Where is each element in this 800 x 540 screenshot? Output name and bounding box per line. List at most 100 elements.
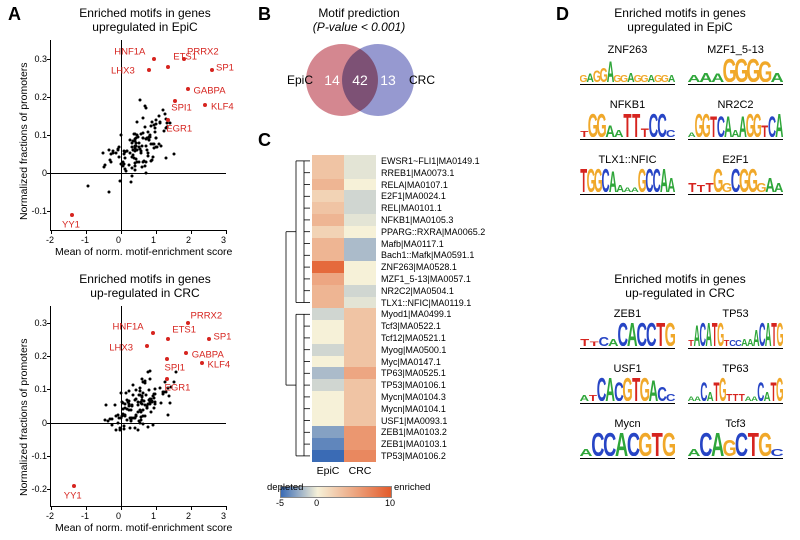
hl-label-SP1: SP1 bbox=[216, 63, 234, 74]
svg-text:T: T bbox=[739, 393, 745, 401]
seq-logo-name: NFKB1 bbox=[580, 99, 675, 111]
panel-a-title-bottom: Enriched motifs in genesup-regulated in … bbox=[55, 272, 235, 301]
hm-row-label: ZNF263|MA0528.1 bbox=[381, 262, 457, 272]
hl-point-GABPA bbox=[184, 351, 188, 355]
hl-point-LHX3 bbox=[147, 68, 151, 72]
svg-text:C: C bbox=[666, 128, 675, 137]
seq-logo-Mycn: MycnACCACGTG bbox=[580, 418, 675, 459]
xaxis-label: Mean of norm. motif-enrichment score bbox=[55, 522, 232, 534]
seq-logo-name: NR2C2 bbox=[688, 99, 783, 111]
panel-b-subtitle: (P-value < 0.001) bbox=[284, 20, 434, 34]
hm-row-label: TP53|MA0106.2 bbox=[381, 451, 446, 461]
svg-text:T: T bbox=[623, 113, 631, 137]
svg-text:C: C bbox=[770, 448, 783, 456]
hl-label-YY1: YY1 bbox=[64, 491, 82, 502]
svg-text:A: A bbox=[580, 394, 589, 401]
hl-label-PRRX2: PRRX2 bbox=[191, 310, 223, 321]
hl-label-EGR1: EGR1 bbox=[166, 123, 192, 134]
xtick: 1 bbox=[151, 511, 156, 521]
svg-text:T: T bbox=[590, 341, 599, 346]
svg-text:G: G bbox=[776, 322, 783, 346]
hm-row-label: E2F1|MA0024.1 bbox=[381, 191, 446, 201]
seq-logo-USF1: USF1ATCACGTGACC bbox=[580, 363, 675, 404]
hl-point-PRRX2 bbox=[186, 321, 190, 325]
colorbar-tick: 10 bbox=[385, 498, 395, 508]
svg-text:G: G bbox=[665, 322, 675, 346]
hm-row-label: TP63|MA0525.1 bbox=[381, 368, 446, 378]
venn-overlap-count: 42 bbox=[352, 72, 368, 88]
svg-text:A: A bbox=[668, 74, 675, 82]
hm-row-label: PPARG::RXRA|MA0065.2 bbox=[381, 227, 485, 237]
hl-point-ETS1 bbox=[166, 65, 170, 69]
svg-text:T: T bbox=[580, 337, 589, 346]
colorbar-label-left: depleted bbox=[267, 482, 303, 493]
hm-row-label: Tcf3|MA0522.1 bbox=[381, 321, 441, 331]
svg-text:C: C bbox=[666, 392, 675, 401]
seq-logo-MZF1_5-13: MZF1_5-13AAAGGGGA bbox=[688, 44, 783, 85]
panel-b-title: Motif prediction bbox=[284, 6, 434, 20]
hl-label-GABPA: GABPA bbox=[194, 86, 226, 97]
seq-logo-name: TP63 bbox=[688, 363, 783, 375]
hm-col-label: CRC bbox=[349, 465, 372, 477]
seq-logo-E2F1: E2F1TTTGGCGGGAA bbox=[688, 154, 783, 195]
hl-label-EGR1: EGR1 bbox=[165, 383, 191, 394]
hl-point-EGR1 bbox=[165, 377, 169, 381]
seq-logo-name: TP53 bbox=[688, 308, 783, 320]
yaxis-label: Normalized fractions of promoters bbox=[18, 338, 30, 496]
hm-cell bbox=[344, 450, 376, 463]
hm-row-label: NR2C2|MA0504.1 bbox=[381, 286, 454, 296]
hl-label-KLF4: KLF4 bbox=[211, 101, 234, 112]
hl-label-HNF1A: HNF1A bbox=[113, 321, 144, 332]
svg-text:C: C bbox=[646, 322, 657, 346]
yaxis-label: Normalized fractions of promoters bbox=[18, 62, 30, 220]
svg-text:A: A bbox=[770, 71, 783, 82]
hm-row-label: Myog|MA0500.1 bbox=[381, 345, 446, 355]
hl-point-PRRX2 bbox=[182, 57, 186, 61]
hm-row-label: Tcf12|MA0521.1 bbox=[381, 333, 446, 343]
panel-a-scatter-1: -2-10123-0.2-0.100.10.20.3HNF1ALHX3ETS1P… bbox=[50, 306, 226, 507]
hl-point-KLF4 bbox=[203, 103, 207, 107]
venn-epic-label: EpiC bbox=[287, 73, 313, 87]
hl-label-KLF4: KLF4 bbox=[208, 359, 231, 370]
svg-text:C: C bbox=[735, 432, 748, 456]
panel-d-label: D bbox=[556, 4, 569, 25]
svg-text:G: G bbox=[717, 322, 724, 346]
hm-row-label: Bach1::Mafk|MA0591.1 bbox=[381, 250, 474, 260]
hm-row-label: REL|MA0101.1 bbox=[381, 203, 442, 213]
hm-row-label: Mycn|MA0104.3 bbox=[381, 392, 446, 402]
hl-label-ETS1: ETS1 bbox=[172, 325, 196, 336]
hl-label-PRRX2: PRRX2 bbox=[187, 47, 219, 58]
panel-a-title-top: Enriched motifs in genesupregulated in E… bbox=[55, 6, 235, 35]
seq-logo-TLX1::NFIC: TLX1::NFICTGGCAAAAGCCAA bbox=[580, 154, 675, 195]
panel-b-label: B bbox=[258, 4, 271, 25]
seq-logo-name: TLX1::NFIC bbox=[580, 154, 675, 166]
hl-label-YY1: YY1 bbox=[62, 219, 80, 230]
hl-point-YY1 bbox=[72, 484, 76, 488]
zero-line-h bbox=[51, 173, 226, 174]
hl-point-HNF1A bbox=[151, 331, 155, 335]
hl-point-EGR1 bbox=[166, 118, 170, 122]
svg-text:G: G bbox=[662, 432, 675, 456]
hm-col-label: EpiC bbox=[317, 465, 340, 477]
hl-label-HNF1A: HNF1A bbox=[114, 47, 145, 58]
dendrogram bbox=[280, 155, 310, 462]
hl-point-GABPA bbox=[186, 87, 190, 91]
panel-a-label: A bbox=[8, 4, 21, 25]
svg-text:T: T bbox=[697, 183, 706, 192]
hl-point-SP1 bbox=[210, 68, 214, 72]
panel-d-title-top: Enriched motifs in genesupregulated in E… bbox=[580, 6, 780, 35]
venn-crc-label: CRC bbox=[409, 73, 435, 87]
zero-line-v bbox=[121, 306, 122, 506]
hm-row-label: RREB1|MA0073.1 bbox=[381, 168, 454, 178]
hm-row-label: TLX1::NFIC|MA0119.1 bbox=[381, 298, 471, 308]
hm-row-label: ZEB1|MA0103.2 bbox=[381, 427, 447, 437]
hm-row-label: MZF1_5-13|MA0057.1 bbox=[381, 274, 471, 284]
hl-label-SPI1: SPI1 bbox=[165, 363, 186, 374]
seq-logo-name: Mycn bbox=[580, 418, 675, 430]
svg-text:A: A bbox=[775, 113, 783, 137]
svg-text:A: A bbox=[774, 180, 783, 192]
seq-logo-name: E2F1 bbox=[688, 154, 783, 166]
panel-d-title-bottom: Enriched motifs in genesup-regulated in … bbox=[580, 272, 780, 301]
svg-text:T: T bbox=[726, 393, 732, 401]
hl-point-SPI1 bbox=[165, 357, 169, 361]
